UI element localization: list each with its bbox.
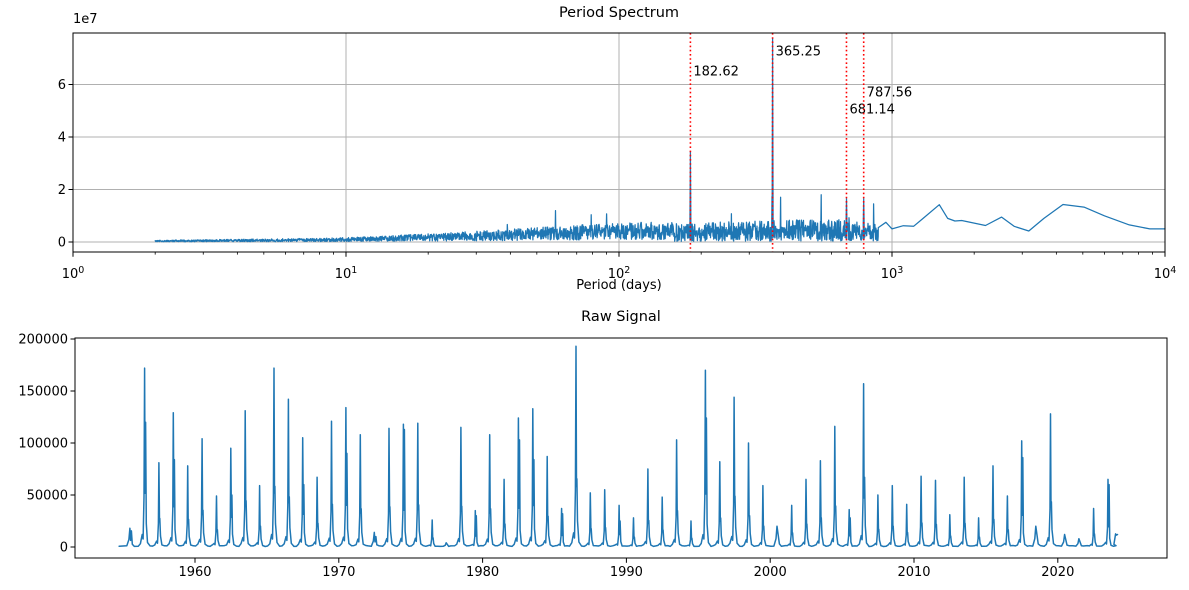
peak-annotation-label: 182.62 <box>693 64 739 79</box>
x-tick-label: 1970 <box>322 565 355 580</box>
x-tick-label: 2000 <box>754 565 787 580</box>
y-axis-offset-text: 1e7 <box>73 12 98 27</box>
x-tick-label: 100 <box>62 265 85 282</box>
x-tick-label: 1980 <box>466 565 499 580</box>
raw-signal-series-line <box>118 345 1119 548</box>
raw-signal-plot: 1960 1970 1980 1990 2000 2010 2020 0 50000 100000… <box>18 333 1168 580</box>
y-tick-label: 2 <box>58 183 66 198</box>
y-tick-label: 100000 <box>18 437 68 452</box>
y-tick-label: 200000 <box>18 333 68 348</box>
period-spectrum-plot: 182.62 365.25 681.14 787.56 100 101 102 103 104 0… <box>58 32 1177 282</box>
y-tick-label: 6 <box>58 78 66 93</box>
top-chart-xlabel: Period (days) <box>576 278 662 293</box>
x-tick-label: 2020 <box>1041 565 1074 580</box>
x-tick-label: 1990 <box>610 565 643 580</box>
x-tick-label: 103 <box>881 265 904 282</box>
y-tick-label: 0 <box>58 236 66 251</box>
x-tick-label: 102 <box>608 265 631 282</box>
bottom-chart-title: Raw Signal <box>581 309 661 325</box>
peak-annotation-label: 365.25 <box>776 45 822 60</box>
y-tick-label: 50000 <box>27 489 68 504</box>
peak-annotation-label: 787.56 <box>867 85 913 100</box>
x-tick-label: 104 <box>1154 265 1177 282</box>
x-tick-label: 2010 <box>897 565 930 580</box>
y-tick-label: 150000 <box>18 385 68 400</box>
peak-annotation-label: 681.14 <box>849 102 895 117</box>
x-tick-label: 101 <box>335 265 358 282</box>
y-tick-label: 4 <box>58 131 66 146</box>
spectrum-series-line <box>154 37 1166 243</box>
y-tick-label: 0 <box>60 541 68 556</box>
bottom-axes-spines <box>74 337 1168 559</box>
top-chart-title: Period Spectrum <box>558 5 680 21</box>
x-tick-label: 1960 <box>178 565 211 580</box>
